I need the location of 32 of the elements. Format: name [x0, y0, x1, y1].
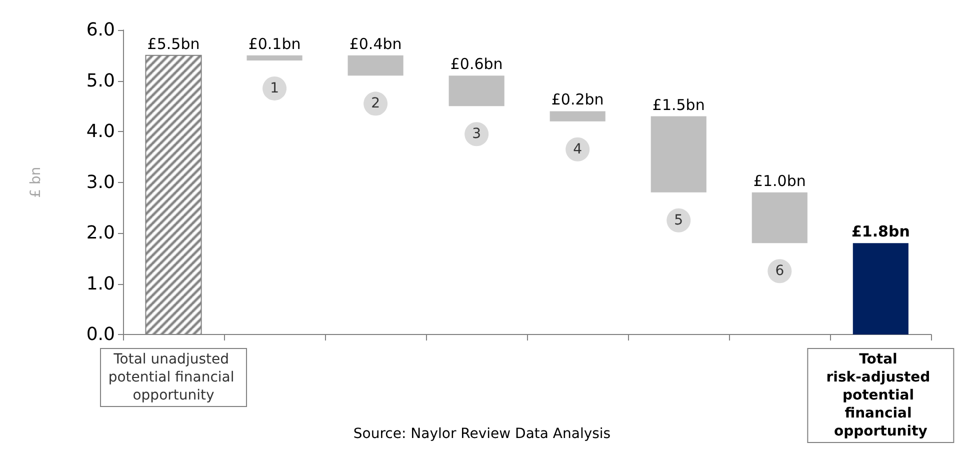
x-tick-label: 2 [371, 96, 380, 112]
bar [448, 76, 504, 106]
data-label: £0.1bn [248, 34, 301, 53]
y-tick-label: 3.0 [86, 172, 115, 193]
data-label: £0.4bn [349, 34, 402, 53]
data-label: £1.8bn [851, 222, 910, 241]
x-tick-label: 3 [472, 126, 482, 142]
y-tick-label: 2.0 [86, 222, 115, 244]
x-tick-label: 5 [674, 212, 684, 228]
bar [246, 55, 302, 60]
y-tick-label: 4.0 [86, 121, 115, 142]
bar [650, 116, 706, 192]
bar [852, 243, 908, 334]
y-tick-label: 1.0 [86, 273, 115, 294]
bar [550, 111, 606, 122]
data-label: £5.5bn [147, 34, 200, 53]
x-tick-label: Total unadjusted potential financial opportunity [108, 352, 239, 404]
data-label: £1.0bn [753, 172, 806, 190]
x-tick-label: Total risk-adjusted potential financial opportunity [826, 352, 936, 440]
bar [752, 192, 808, 244]
y-tick-label: 5.0 [86, 70, 115, 92]
data-label: £0.6bn [450, 55, 503, 74]
y-tick-label: 0.0 [86, 324, 115, 345]
data-label: £1.5bn [652, 96, 705, 114]
source-note: Source: Naylor Review Data Analysis [353, 426, 611, 442]
y-tick-label: 6.0 [86, 20, 115, 40]
bar [348, 55, 404, 76]
x-tick-label: 1 [270, 80, 279, 96]
x-tick-label: 4 [573, 141, 582, 158]
data-label: £0.2bn [551, 90, 604, 109]
x-tick-label: 6 [775, 263, 784, 280]
y-axis-title: £ bn [28, 166, 44, 198]
